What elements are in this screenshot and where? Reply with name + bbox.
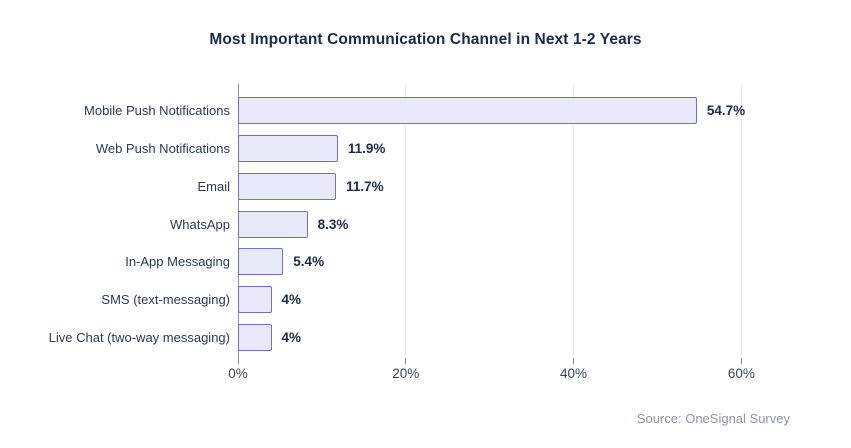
- value-label: 11.7%: [346, 178, 384, 194]
- value-label: 54.7%: [706, 103, 746, 118]
- x-axis-tick-label: 40%: [560, 366, 588, 381]
- bar-row: Live Chat (two-way messaging) 4%: [49, 324, 790, 352]
- value-label: 4%: [281, 330, 302, 346]
- bar-row: In-App Messaging 5.4%: [125, 248, 790, 276]
- category-label: WhatsApp: [170, 216, 230, 232]
- category-label: Live Chat (two-way messaging): [48, 330, 230, 346]
- chart-title: Most Important Communication Channel in …: [209, 31, 642, 48]
- x-axis-tick: [573, 358, 575, 364]
- bar-row: Web Push Notifications 11.9%: [96, 134, 790, 162]
- gridline: [405, 84, 407, 358]
- category-label: Email: [197, 178, 230, 194]
- bar: [238, 210, 308, 238]
- bar: [238, 134, 338, 162]
- bar-row: SMS (text-messaging) 4%: [101, 286, 790, 314]
- x-axis-tick-label: 0%: [228, 366, 248, 381]
- value-label: 5.4%: [293, 254, 325, 270]
- bar: [238, 97, 697, 124]
- source-note: Source: OneSignal Survey: [636, 411, 790, 426]
- bar-row: WhatsApp 8.3%: [170, 210, 790, 238]
- bar: [238, 286, 272, 314]
- category-label: SMS (text-messaging): [101, 292, 230, 308]
- value-label: 11.9%: [347, 140, 386, 156]
- category-label: Mobile Push Notifications: [84, 103, 230, 118]
- gridline: [740, 84, 742, 358]
- bar: [238, 172, 337, 200]
- plot-area: 0% 20% 40% 60% Mobile Push Notifications 54.7…: [49, 84, 790, 381]
- bar-row: Mobile Push Notifications 54.7%: [84, 97, 790, 124]
- category-label: In-App Messaging: [125, 254, 230, 270]
- bar: [238, 324, 272, 352]
- x-axis-tick: [740, 358, 742, 364]
- bar: [238, 248, 284, 276]
- value-label: 8.3%: [317, 216, 349, 232]
- bar-row: Email 11.7%: [197, 172, 790, 200]
- x-axis-tick-label: 20%: [392, 366, 420, 381]
- category-label: Web Push Notifications: [95, 140, 230, 156]
- gridline: [573, 84, 575, 358]
- value-label: 4%: [281, 292, 302, 308]
- x-axis-tick: [405, 358, 407, 364]
- x-axis-tick-label: 60%: [727, 366, 755, 381]
